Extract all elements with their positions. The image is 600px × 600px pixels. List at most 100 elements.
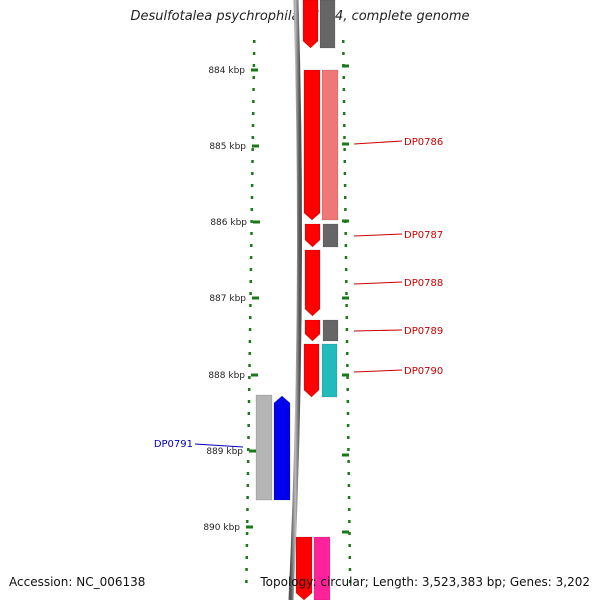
paralog-bar-bottom[interactable] — [313, 536, 331, 600]
left-guide-dot — [248, 328, 252, 331]
right-guide-dot — [343, 196, 347, 199]
left-guide-dot — [252, 64, 256, 67]
left-guide-dot — [247, 436, 250, 439]
right-guide-dot — [343, 124, 346, 127]
gene-arrow-dp0786[interactable] — [303, 69, 321, 221]
paralog-bar-top[interactable] — [319, 0, 336, 49]
left-guide-dot — [246, 508, 249, 511]
right-guide-dot — [345, 328, 349, 331]
right-guide-dot — [342, 52, 345, 55]
left-guide-dot — [246, 484, 250, 487]
right-guide-dot — [343, 160, 347, 163]
left-guide-dot — [248, 376, 251, 379]
left-guide-dot — [250, 220, 253, 223]
ruler-tick — [252, 144, 259, 148]
right-guide-dot — [343, 172, 347, 175]
left-guide-dot — [250, 184, 254, 187]
right-guide-dot — [346, 424, 350, 427]
right-guide-dot — [347, 496, 351, 499]
left-guide-dot — [247, 388, 251, 391]
ruler-tick — [251, 373, 258, 377]
accession-text: Accession: NC_006138 — [9, 575, 146, 589]
right-guide-dot — [348, 556, 352, 559]
gene-arrow-bottom[interactable] — [295, 536, 313, 600]
right-guide-dot — [345, 292, 348, 295]
gene-arrow-dp0787[interactable] — [304, 223, 321, 248]
right-guide-dot — [346, 364, 349, 367]
ruler-tick-label: 884 kbp — [208, 66, 245, 76]
ruler-tick-label: 889 kbp — [206, 447, 243, 457]
left-guide-dot — [245, 532, 249, 535]
paralog-bar-dp0791[interactable] — [255, 394, 273, 501]
left-guide-dot — [246, 472, 250, 475]
genome-title: Desulfotalea psychrophila LSv54, complet… — [130, 9, 470, 24]
left-guide-dot — [247, 400, 251, 403]
gene-label-dp0787[interactable]: DP0787 — [404, 230, 443, 241]
left-guide-dot — [245, 544, 249, 547]
paralog-bar-dp0789[interactable] — [322, 319, 339, 342]
left-guide-dot — [249, 292, 252, 295]
left-guide-dot — [247, 412, 251, 415]
left-guide-dot — [249, 304, 252, 307]
ruler-tick-right — [342, 530, 349, 534]
right-guide-dot — [347, 436, 350, 439]
gene-label-leader — [353, 369, 403, 373]
ruler-tick-right — [342, 64, 349, 68]
left-guide-dot — [247, 448, 250, 451]
right-guide-dot — [347, 472, 350, 475]
gene-label-dp0786[interactable]: DP0786 — [404, 137, 443, 148]
right-guide-dot — [344, 208, 347, 211]
right-guide-dot — [342, 88, 346, 91]
left-guide-dot — [250, 196, 254, 199]
right-guide-dot — [348, 520, 351, 523]
gene-label-leader — [353, 140, 403, 145]
left-guide-dot — [248, 316, 252, 319]
gene-arrow-top[interactable] — [302, 0, 319, 49]
right-guide-dot — [344, 268, 348, 271]
ruler-tick-right — [342, 296, 349, 300]
paralog-bar-dp0786[interactable] — [321, 69, 339, 221]
right-guide-dot — [347, 508, 351, 511]
gene-arrow-dp0791[interactable] — [273, 395, 291, 501]
ruler-tick-label: 890 kbp — [203, 523, 240, 533]
gene-label-dp0790[interactable]: DP0790 — [404, 366, 443, 377]
right-guide-dot — [342, 76, 345, 79]
right-guide-dot — [348, 580, 352, 583]
gene-label-dp0788[interactable]: DP0788 — [404, 278, 443, 289]
left-guide-dot — [246, 520, 249, 523]
ruler-tick-label: 885 kbp — [209, 142, 246, 152]
right-guide-dot — [346, 412, 350, 415]
gene-arrow-dp0789[interactable] — [304, 319, 321, 342]
ruler-tick — [253, 220, 260, 224]
right-guide-dot — [344, 256, 348, 259]
left-guide-dot — [251, 148, 254, 151]
gene-arrow-dp0790[interactable] — [303, 343, 320, 398]
right-guide-dot — [343, 184, 347, 187]
left-guide-dot — [252, 88, 255, 91]
right-guide-dot — [348, 568, 352, 571]
left-guide-dot — [246, 496, 249, 499]
left-guide-dot — [245, 580, 248, 583]
left-guide-dot — [245, 568, 248, 571]
left-guide-dot — [251, 112, 255, 115]
right-guide-dot — [343, 136, 346, 139]
left-guide-dot — [251, 160, 254, 163]
gene-label-dp0791[interactable]: DP0791 — [154, 439, 193, 450]
right-guide-dot — [347, 448, 350, 451]
right-guide-dot — [342, 112, 346, 115]
gene-label-dp0789[interactable]: DP0789 — [404, 326, 443, 337]
ruler-tick-label: 887 kbp — [209, 294, 246, 304]
paralog-bar-dp0790[interactable] — [321, 343, 338, 398]
paralog-bar-dp0787[interactable] — [322, 223, 339, 248]
right-guide-dot — [345, 316, 349, 319]
right-guide-dot — [347, 460, 350, 463]
right-guide-dot — [348, 532, 351, 535]
gene-arrow-dp0788[interactable] — [304, 249, 321, 317]
left-guide-dot — [252, 52, 256, 55]
left-guide-dot — [251, 172, 254, 175]
left-guide-dot — [250, 208, 254, 211]
left-guide-dot — [252, 76, 255, 79]
left-guide-dot — [249, 268, 253, 271]
ruler-tick — [252, 296, 259, 300]
